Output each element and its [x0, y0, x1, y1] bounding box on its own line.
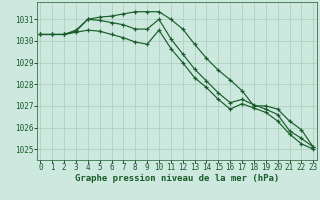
- X-axis label: Graphe pression niveau de la mer (hPa): Graphe pression niveau de la mer (hPa): [75, 174, 279, 183]
